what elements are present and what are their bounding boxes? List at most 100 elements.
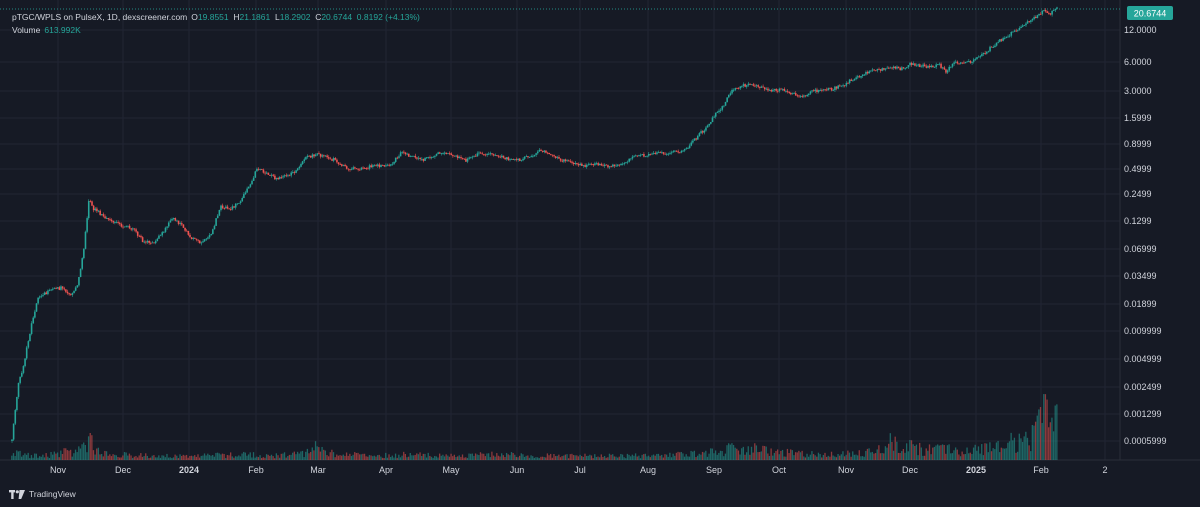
candle-body: [394, 157, 397, 162]
volume-bar: [96, 448, 98, 460]
volume-bar: [737, 450, 740, 460]
volume-bar: [953, 450, 955, 460]
volume-bar: [391, 455, 393, 460]
volume-bar: [76, 452, 78, 460]
volume-bar: [210, 455, 212, 460]
volume-bar: [87, 436, 90, 460]
candle-body: [471, 156, 474, 158]
candle-body: [349, 169, 351, 171]
volume-bar: [239, 456, 242, 460]
candle-body: [247, 186, 250, 189]
candle-body: [790, 92, 792, 95]
volume-bar: [283, 452, 286, 460]
candle-body: [941, 67, 944, 69]
volume-bar: [946, 445, 949, 460]
candle-body: [239, 201, 242, 203]
volume-bar: [65, 448, 67, 460]
candle-body: [66, 291, 69, 294]
candle-body: [881, 68, 884, 71]
volume-bar: [742, 446, 744, 460]
time-tick-label: 2025: [966, 465, 986, 475]
candle-body: [997, 41, 1000, 43]
candle-body: [912, 63, 915, 65]
volume-bar: [886, 447, 888, 460]
volume-bar: [625, 458, 627, 460]
tradingview-brand[interactable]: TradingView: [9, 489, 76, 499]
candle-body: [981, 54, 983, 57]
candle-body: [419, 157, 421, 159]
volume-bar: [550, 453, 552, 460]
volume-bar: [190, 455, 193, 460]
candle-body: [202, 241, 204, 243]
volume-bar: [331, 449, 333, 460]
candle-body: [587, 164, 590, 166]
candle-body: [835, 86, 838, 89]
volume-bar: [1012, 440, 1014, 460]
volume-bar: [262, 457, 264, 460]
candle-body: [698, 133, 701, 136]
candle-body: [538, 149, 541, 152]
volume-bar: [705, 450, 707, 460]
volume-bar: [675, 452, 678, 460]
volume-bar: [514, 454, 516, 460]
candle-body: [1007, 36, 1009, 38]
volume-bar: [502, 455, 504, 460]
volume-bar: [19, 450, 21, 460]
volume-bar: [979, 453, 981, 460]
volume-bar: [925, 448, 927, 460]
legend-symbol[interactable]: pTGC/WPLS on PulseX, 1D, dexscreener.com: [12, 12, 188, 22]
candle-body: [19, 376, 21, 383]
volume-bar: [226, 455, 229, 460]
time-axis[interactable]: Nov Dec 2024 Feb Mar Apr May Jun Jul Aug Sep Oct Nov…: [50, 465, 1108, 475]
volume-bar: [422, 453, 424, 460]
price-axis[interactable]: 12.0000 6.0000 3.0000 1.5999 0.8999 0.4999 0.2…: [1124, 25, 1167, 446]
volume-bar: [662, 457, 664, 460]
candle-body: [282, 176, 284, 178]
candle-body: [117, 222, 119, 223]
candle-body: [861, 74, 864, 77]
volume-bar: [1039, 407, 1042, 460]
candle-body: [97, 210, 100, 212]
legend-volume-value: 613.992K: [44, 25, 81, 35]
volume-bar: [435, 456, 438, 460]
candle-body: [230, 209, 232, 210]
volume-bar: [817, 452, 820, 460]
candle-body: [332, 158, 335, 161]
candle-body: [964, 62, 967, 64]
candle-body: [275, 178, 278, 180]
volume-bar: [177, 458, 180, 460]
volume-bar: [605, 457, 607, 460]
volume-bar: [252, 452, 255, 460]
candle-body: [948, 66, 951, 71]
candle-body: [910, 62, 913, 65]
volume-bar: [954, 447, 957, 460]
volume-bar: [969, 452, 971, 460]
volume-bar: [528, 457, 531, 460]
volume-bar: [30, 455, 33, 460]
candle-body: [73, 290, 75, 294]
candle-body: [648, 153, 650, 156]
candle-body: [154, 241, 157, 244]
legend-volume-label[interactable]: Volume: [12, 25, 41, 35]
volume-bar: [357, 452, 359, 460]
candle-body: [1008, 35, 1011, 37]
time-tick-label: 2024: [179, 465, 199, 475]
volume-bar: [296, 451, 299, 460]
volume-bar: [318, 447, 320, 460]
candle-body: [236, 203, 239, 205]
volume-bar: [639, 458, 642, 460]
candle-body: [920, 66, 923, 68]
candle-body: [796, 95, 799, 97]
tradingview-logo-icon: [9, 489, 25, 499]
candle-body: [60, 286, 62, 290]
candle-body: [352, 167, 355, 170]
volume-bar: [1054, 405, 1056, 460]
volume-bar: [78, 446, 80, 460]
candle-body: [290, 172, 293, 176]
volume-bar: [644, 453, 647, 460]
candle-body: [956, 61, 959, 64]
volume-bar: [896, 441, 898, 460]
candle-body: [434, 155, 436, 157]
volume-bar: [146, 455, 149, 460]
